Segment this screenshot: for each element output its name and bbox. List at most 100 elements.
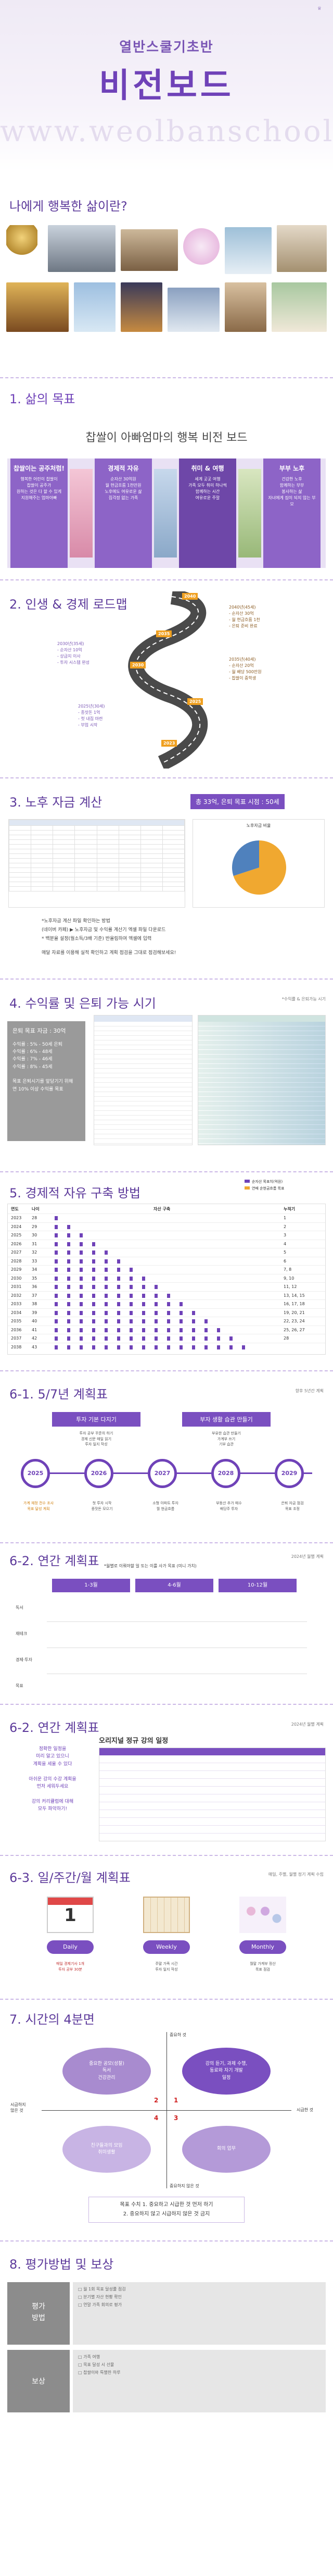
calendar-week-icon (143, 1897, 190, 1933)
row-right: 4 (284, 1241, 287, 1246)
pie-slice (232, 840, 259, 876)
legend-swatch (245, 1180, 250, 1183)
row-year: 2028 (11, 1258, 22, 1264)
retire-line: 연 10% 이상 수익률 목표 (12, 1086, 63, 1092)
row-year: 2023 (11, 1216, 22, 1220)
night-palace-image (121, 282, 162, 332)
goal-line: 목표 수치 1. 중요하고 시급한 것 먼저 하기 (120, 2202, 213, 2208)
col-right: 누적기 (284, 1207, 296, 1211)
year-tag: 2035 (156, 630, 172, 637)
row-year: 2027 (11, 1250, 22, 1255)
freedom-legend: 순자산 목표치(억원) 연배 순현금흐름 목표 (245, 1179, 284, 1192)
row-year: 2032 (11, 1293, 22, 1298)
divider (0, 1704, 333, 1705)
year-circle: 2028 (211, 1459, 240, 1488)
quad-num: 2 (154, 2097, 159, 2104)
roadmap-note: 2035년(40세) - 순자산 20억 - 월 배당 500만원 - 찹쌀이 … (229, 657, 262, 680)
goal-col-head: 찹쌀이는 공주처럼! (14, 465, 65, 472)
row-year: 2031 (11, 1284, 22, 1289)
divider (0, 979, 333, 980)
sheet-header (99, 1748, 325, 1755)
daily-button[interactable]: Daily (47, 1940, 94, 1954)
retire-tag: *수익률 & 은퇴가능 시기 (281, 997, 326, 1001)
goal-board: 찹쌀이는 공주처럼! 행복한 어린이 찹쌀이 찹쌀이 공주가 원하는 것은 다 … (7, 459, 326, 568)
quad-important-urgent: 강의 듣기, 과제 수행, 동료와 자기 개발 일정 (182, 2048, 271, 2095)
row-right: 28 (284, 1336, 289, 1341)
row-year: 2037 (11, 1336, 22, 1341)
row-bar (55, 1328, 229, 1332)
photo-strip (154, 469, 177, 558)
eval-line: □ 월 1회 목표 달성률 점검 (78, 2287, 126, 2292)
weekly-button[interactable]: Weekly (143, 1940, 190, 1954)
note-line: *노후자금 계산 파일 확인하는 방법 (42, 919, 110, 924)
annual-sub: *월별로 이뤄야할 일 또는 이룰 사가 목표 (미니 가치) (104, 1564, 197, 1568)
section-roadmap-title: 2. 인생 & 경제 로드맵 (9, 597, 127, 612)
row-year: 2035 (11, 1319, 22, 1323)
goal-line: 2. 중요하지 않고 시급하지 않은 것 금지 (123, 2211, 210, 2217)
retire-line: 목표 은퇴시기를 앞당기기 위해 (12, 1079, 73, 1085)
roadmap-road (128, 591, 208, 769)
row-age: 29 (32, 1224, 37, 1229)
row-year: 2025 (11, 1233, 22, 1237)
apartment-image (168, 288, 220, 332)
goal-col-body: 행복한 어린이 찹쌀이 찹쌀이 공주가 원하는 것은 다 할 수 있게 지원해주… (16, 477, 62, 500)
row-age: 36 (32, 1284, 37, 1289)
pie-slice (233, 840, 286, 895)
legend-label: 순자산 목표치(억원) (252, 1180, 283, 1184)
section-happy-life-title: 나에게 행복한 삶이란? (9, 199, 127, 214)
eval-box: □ 월 1회 목표 달성률 점검 □ 분기별 자산 현황 확인 □ 연말 가족 … (73, 2282, 326, 2345)
sheet-header (198, 1015, 325, 1022)
retire-table-2 (198, 1015, 326, 1145)
sheet-rows (94, 1022, 192, 1145)
goal-col-body: 건강한 노후 함께하는 부부 봉사하는 삶 자녀에게 짐이 되지 않는 부모 (268, 477, 316, 506)
row-bar (55, 1250, 117, 1255)
goal-col-retire: 부부 노후 건강한 노후 함께하는 부부 봉사하는 삶 자녀에게 짐이 되지 않… (263, 459, 321, 568)
row-right: 16, 17, 18 (284, 1302, 305, 1306)
note-line: (네이버 카페) ▶ 노후자금 및 수익률 계산기 엑셀 파일 다운로드 (42, 927, 166, 933)
row-age: 37 (32, 1293, 37, 1298)
year-note: 은퇴 자금 점검 목표 조정 (281, 1501, 304, 1511)
car-image (48, 225, 116, 272)
col-chart: 자산 구축 (153, 1207, 171, 1211)
axis-right-label: 시급한 것 (297, 2108, 313, 2112)
year-tag: 2023 (161, 740, 177, 747)
monthly-button[interactable]: Monthly (239, 1940, 286, 1954)
row-bar (55, 1276, 155, 1281)
reward-line: □ 목표 달성 시 선물 (78, 2362, 114, 2368)
retire-line: 수익률 : 5% - 50세 은퇴 (12, 1042, 62, 1047)
row-label: 목표 (16, 1683, 23, 1688)
row-right: 25, 26, 27 (284, 1327, 305, 1332)
calendar-day: 1 (64, 1905, 76, 1926)
tab-q1[interactable]: 1-3월 (52, 1579, 130, 1592)
row-right: 11, 12 (284, 1284, 297, 1289)
quad-num: 3 (174, 2114, 178, 2122)
freedom-row: 2030 35 9, 10 (8, 1273, 325, 1282)
row-right: 13, 14, 15 (284, 1293, 305, 1298)
pill-text: 부유한 습관 만들기 가계부 쓰기 기부 습관 (212, 1431, 241, 1446)
tab-q2[interactable]: 4-6월 (135, 1579, 213, 1592)
year-circle: 2025 (21, 1459, 50, 1488)
roadmap-note: 2030년(35세) - 순자산 10억 - 상급지 이사 - 투자 시스템 완… (57, 641, 90, 665)
hero-subtitle: 열반스쿨기초반 (119, 40, 214, 55)
year-tag: 2040 (182, 593, 198, 600)
roadmap-note: 2025년(30세) - 종잣돈 1억 - 첫 내집 마련 - 부업 시작 (78, 704, 105, 727)
goal-headline: 찹쌀이 아빠엄마의 행복 비전 보드 (85, 431, 248, 444)
row-label: 경제·투자 (16, 1657, 32, 1662)
sheet-rows (198, 1022, 325, 1145)
row-age: 34 (32, 1267, 37, 1272)
row-year: 2024 (11, 1224, 22, 1229)
row-right: 7, 8 (284, 1267, 292, 1272)
tab-q4[interactable]: 10-12월 (219, 1579, 297, 1592)
schedule-title: 오리지널 정규 강의 일정 (99, 1737, 169, 1745)
section-goal-title: 1. 삶의 목표 (9, 392, 75, 406)
eval-label: 평가 방법 (7, 2282, 70, 2345)
row-year: 2036 (11, 1327, 22, 1332)
pie-title: 노후자금 비율 (246, 823, 271, 828)
row-bar (55, 1224, 80, 1229)
row-age: 31 (32, 1241, 37, 1246)
retire-line: 수익률 : 7% - 46세 (12, 1057, 53, 1062)
goal-col-head: 부부 노후 (279, 465, 305, 472)
freedom-row: 2027 32 5 (8, 1248, 325, 1256)
goal-col-princess: 찹쌀이는 공주처럼! 행복한 어린이 찹쌀이 찹쌀이 공주가 원하는 것은 다 … (10, 459, 68, 568)
